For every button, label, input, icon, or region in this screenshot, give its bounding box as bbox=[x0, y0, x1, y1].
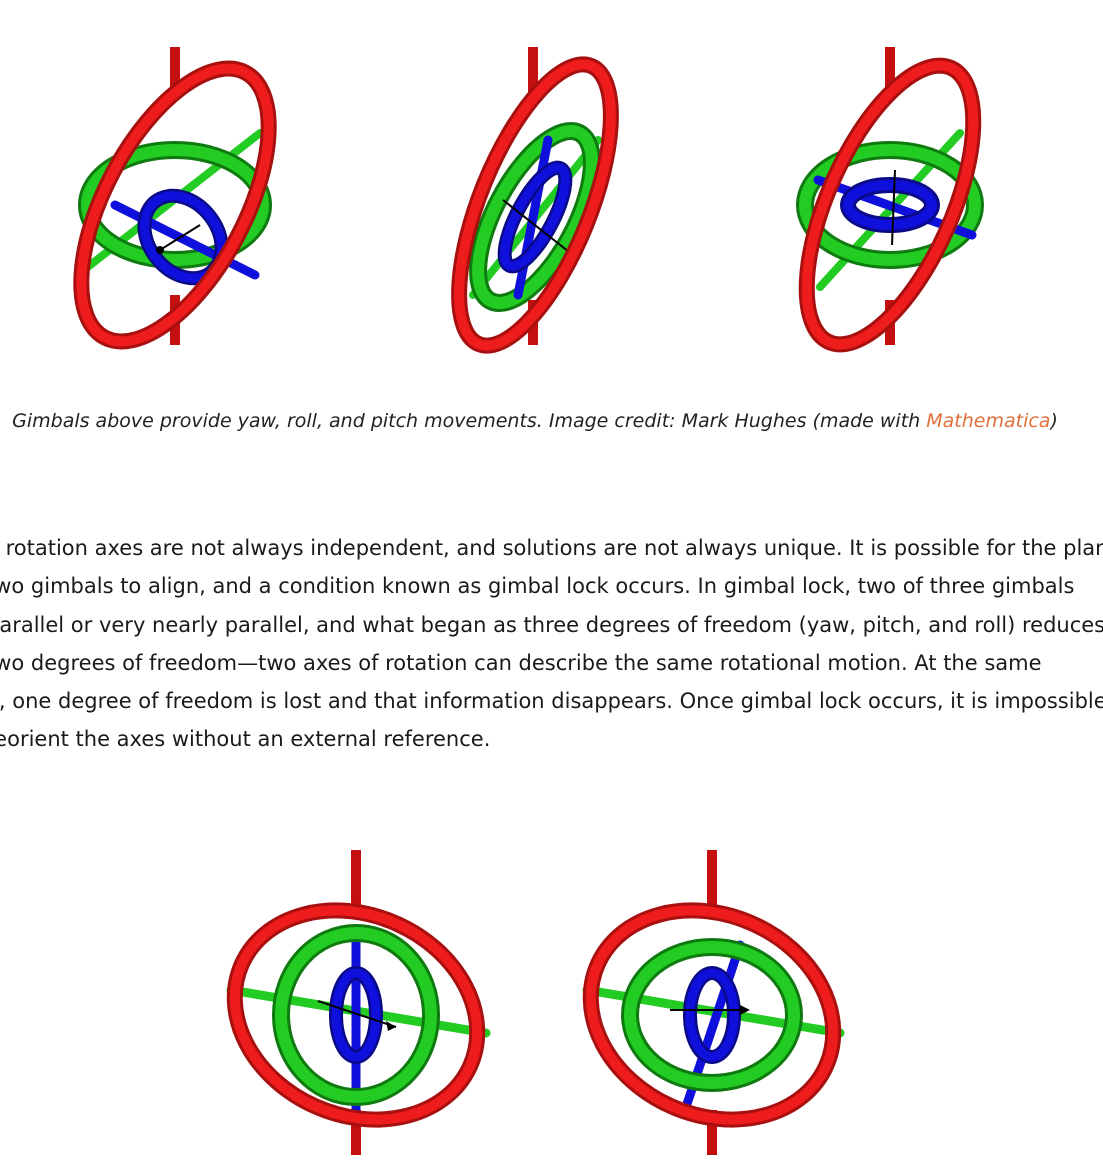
paragraph-line: parallel or very nearly parallel, and wh… bbox=[0, 612, 1103, 637]
paragraph-line: e rotation axes are not always independe… bbox=[0, 536, 1103, 560]
gimbals-figure-top bbox=[0, 30, 1103, 360]
caption-close: ) bbox=[1050, 410, 1058, 432]
gimbal-lock-paragraph: e rotation axes are not always independe… bbox=[0, 529, 1103, 759]
paragraph-line: two gimbals to align, and a condition kn… bbox=[0, 574, 1075, 599]
mathematica-link[interactable]: Mathematica bbox=[926, 410, 1051, 432]
paragraph-line: e, one degree of freedom is lost and tha… bbox=[0, 689, 1103, 714]
gimbal-yaw bbox=[73, 47, 277, 350]
gimbals-figure-bottom bbox=[0, 840, 1103, 1160]
gimbal-pitch bbox=[796, 47, 984, 353]
paragraph-line: reorient the axes without an external re… bbox=[0, 727, 491, 752]
gimbal-roll bbox=[451, 47, 619, 354]
gimbal-locked-left bbox=[226, 850, 491, 1155]
gimbal-locked-right bbox=[582, 850, 845, 1155]
caption-text: Gimbals above provide yaw, roll, and pit… bbox=[12, 410, 927, 432]
paragraph-line: two degrees of freedom—two axes of rotat… bbox=[0, 650, 1042, 675]
figure-caption: Gimbals above provide yaw, roll, and pit… bbox=[0, 410, 1070, 432]
